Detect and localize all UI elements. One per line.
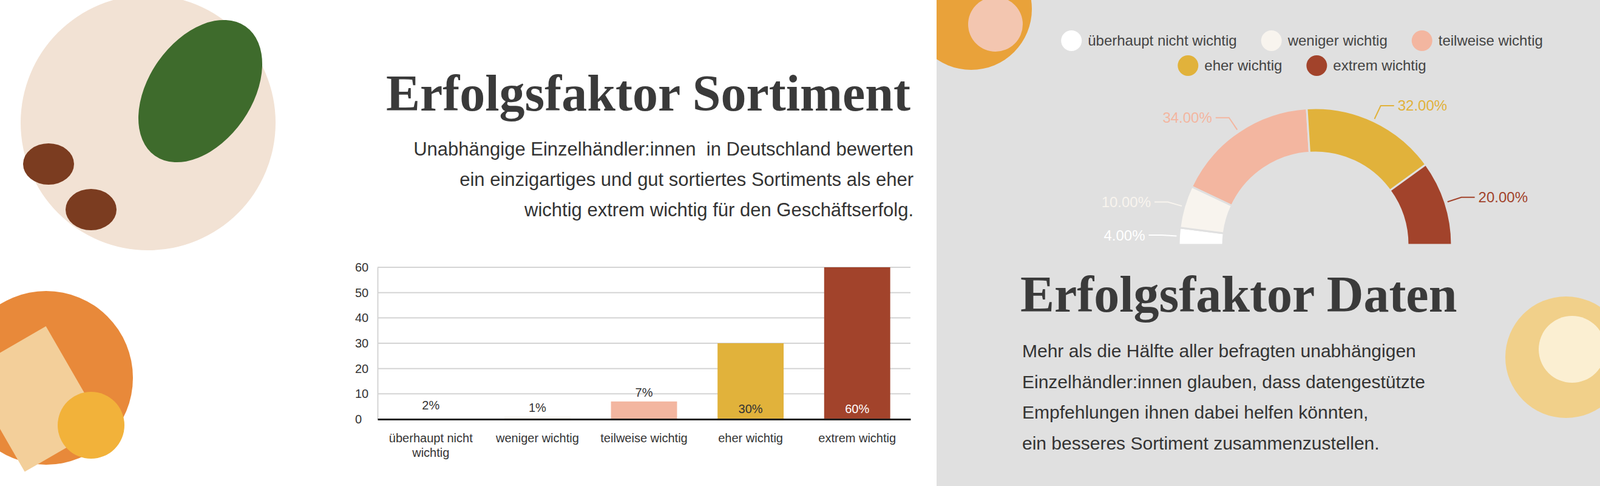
tick: 60 [355,260,378,274]
leader-line [1154,201,1182,206]
tick: teilweise wichtig [600,418,688,445]
bar-chart: Erfolgsfaktor Sortiment Unabhängige Einze… [355,64,914,459]
leader-line [1215,117,1238,130]
data-label: 10.00% [1101,193,1151,211]
subtitle-line: ein einzigartiges und gut sortiertes Sor… [459,168,914,190]
tick-label: überhaupt nichtwichtig [389,430,473,459]
legend-swatch [1306,55,1327,76]
legend-swatch [1061,30,1082,51]
data-label: 34.00% [1162,109,1212,126]
tick: weniger wichtig [495,418,580,445]
tick: extrem wichtig [818,418,896,445]
grid-line [377,418,911,420]
data-label: 32.00% [1397,97,1448,114]
tick: 0 [355,412,378,426]
x-axis: überhaupt nichtwichtig weniger wichtig tei… [378,418,912,459]
legend-label: extrem wichtig [1332,57,1426,74]
data-label: 7% [635,385,654,399]
legend-item: extrem wichtig [1306,55,1426,76]
tick-label: 10 [355,386,369,400]
legend-swatch [1261,30,1282,51]
tick-label: 40 [355,310,369,325]
bar [824,267,891,419]
legend-label: teilweise wichtig [1438,32,1543,49]
leader-line [1148,234,1177,237]
data-label: 30% [738,401,763,416]
legend-item: eher wichtig [1177,55,1282,76]
bar [717,342,784,419]
tick: 30 [355,336,378,350]
tick-label: 30 [355,336,369,350]
bar [611,401,678,419]
tick: 50 [355,285,378,300]
legend: überhaupt nicht wichtig weniger wichtig te… [1061,30,1543,76]
grid [377,267,911,419]
tick-label: 50 [355,285,369,300]
subtitle-line: Unabhängige Einzelhändler:innen in Deuts… [413,138,914,160]
legend-swatch [1177,55,1199,76]
decoration-circle [968,0,1023,52]
legend-swatch [1411,30,1433,51]
data-label: 20.00% [1478,188,1528,206]
decoration-circle [936,0,1032,70]
tick: 20 [355,361,378,376]
decoration-glasses [23,143,75,185]
decoration-scarf [57,391,125,459]
decoration [936,0,1600,418]
tick-label: weniger wichtig [495,430,580,445]
decoration-leaf [112,0,288,186]
legend-label: eher wichtig [1204,57,1282,74]
data-label: 60% [844,401,870,416]
decoration-circle [1505,296,1600,418]
slices [1178,108,1452,245]
page: Erfolgsfaktor Sortiment Unabhängige Einze… [0,0,1600,486]
tick: eher wichtig [718,418,784,445]
tick-label: extrem wichtig [818,430,896,445]
tick-label-line: wichtig [411,445,450,459]
decoration-glasses [65,188,117,231]
axis-line [377,267,379,420]
bar [397,413,464,419]
y-axis: 0 10 20 30 40 50 60 [355,260,379,426]
axis-line [378,418,912,421]
chart-title: Erfolgsfaktor Daten [1020,265,1457,323]
subtitle-line: Empfehlungen ihnen dabei helfen könnten, [1022,401,1369,422]
tick-label: eher wichtig [718,430,784,445]
legend-label: weniger wichtig [1287,32,1388,49]
decoration [0,0,288,472]
subtitle-line: ein besseres Sortiment zusammenzustellen… [1022,432,1380,453]
tick: 10 [355,386,378,400]
tick: überhaupt nichtwichtig [389,418,473,459]
slice [1389,164,1452,245]
data-labels: 2% 1% 7% 30% 60% [421,385,870,416]
slice-group [1178,108,1452,245]
pie-chart: 4.00% 10.00% 34.00% 32.00% 20.00% überhaupt n… [1020,30,1543,453]
leader-line [1374,105,1395,119]
legend-item: teilweise wichtig [1411,30,1543,51]
chart-title: Erfolgsfaktor Sortiment [386,64,911,122]
data-label: 2% [421,398,440,412]
data-label: 4.00% [1103,227,1145,244]
legend-item: überhaupt nicht wichtig [1061,30,1237,51]
bars [397,267,890,419]
tick-label: 60 [355,260,369,274]
decoration-circle [1538,315,1600,383]
subtitle-line: Mehr als die Hälfte aller befragten unab… [1022,340,1417,361]
legend-label: überhaupt nicht wichtig [1087,32,1237,49]
tick-label: 0 [355,412,362,426]
data-labels: 4.00% 10.00% 34.00% 32.00% 20.00% [1101,97,1528,243]
tick-label: 20 [355,361,369,376]
tick: 40 [355,310,378,325]
tick-label-line: überhaupt nicht [389,430,473,445]
tick-label: teilweise wichtig [600,430,688,445]
legend-item: weniger wichtig [1261,30,1388,51]
subtitle-line: Einzelhändler:innen glauben, dass dateng… [1022,371,1426,392]
data-label: 1% [528,400,547,414]
right-panel-background [936,0,1600,486]
leader-line [1447,197,1475,202]
subtitle-line: wichtig extrem wichtig für den Geschäfts… [523,199,914,221]
